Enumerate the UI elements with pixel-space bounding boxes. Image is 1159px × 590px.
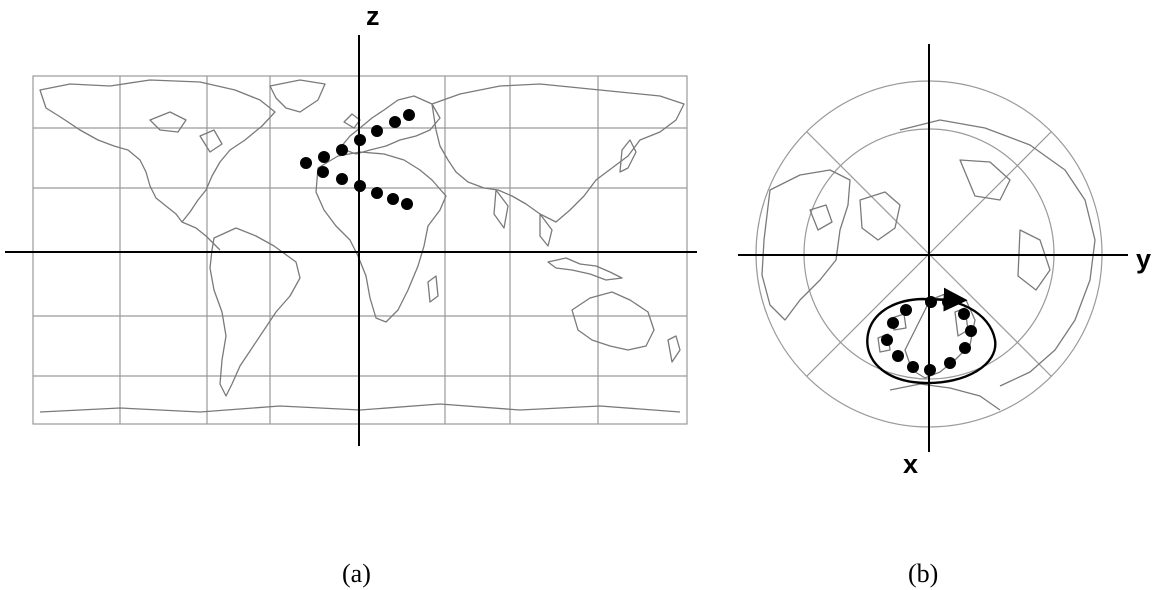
marker-dot <box>336 173 348 185</box>
clockwise-arrow-icon <box>866 287 997 385</box>
marker-dot <box>944 357 956 369</box>
y-axis-label: y <box>1136 244 1151 274</box>
x-axis-label: x <box>903 449 918 479</box>
marker-dots <box>300 109 415 210</box>
marker-dot <box>887 317 899 329</box>
marker-dot <box>959 342 971 354</box>
polar-map-panel: y x (b) <box>738 44 1151 588</box>
marker-dot <box>354 134 366 146</box>
marker-dot <box>318 151 330 163</box>
marker-dot <box>354 180 366 192</box>
marker-dot <box>300 157 312 169</box>
marker-dot <box>389 116 401 128</box>
marker-dot <box>387 193 399 205</box>
marker-dot <box>371 125 383 137</box>
caption-a: (a) <box>342 559 371 588</box>
world-map-panel: z (a) <box>5 1 697 588</box>
marker-dot <box>881 334 893 346</box>
z-axis-label: z <box>366 1 380 31</box>
marker-dot <box>958 308 970 320</box>
marker-dot <box>965 325 977 337</box>
marker-dot <box>907 361 919 373</box>
caption-b: (b) <box>908 559 938 588</box>
marker-dot <box>401 198 413 210</box>
map-graticule <box>33 76 687 424</box>
polar-marker-dots <box>881 296 977 376</box>
marker-dot <box>925 296 937 308</box>
map-coastlines <box>39 79 685 413</box>
marker-dot <box>317 166 329 178</box>
marker-dot <box>900 304 912 316</box>
marker-dot <box>942 296 954 308</box>
marker-dot <box>403 109 415 121</box>
marker-dot <box>336 144 348 156</box>
marker-dot <box>892 350 904 362</box>
marker-dot <box>371 187 383 199</box>
marker-dot <box>924 364 936 376</box>
